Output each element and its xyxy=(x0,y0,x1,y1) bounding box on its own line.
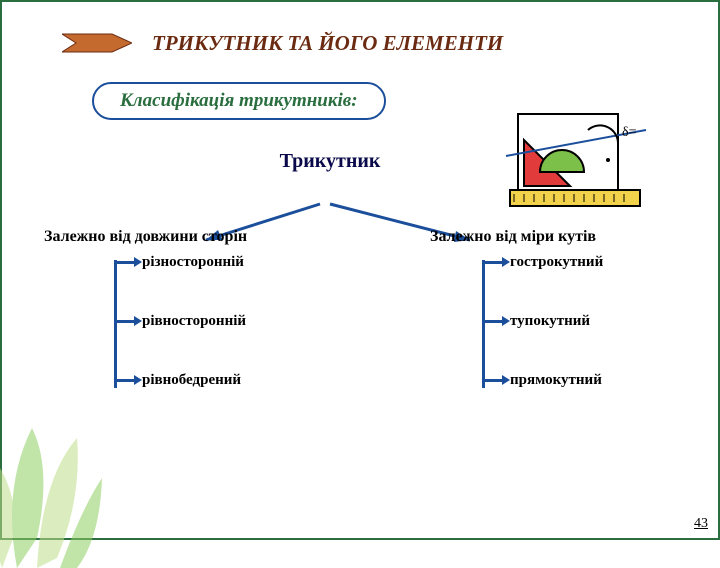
right-item-2-label: прямокутний xyxy=(510,372,602,388)
right-item-2: прямокутний xyxy=(510,372,678,389)
right-column: Залежно від міри кутів гострокутний тупо… xyxy=(390,228,678,431)
right-item-1-label: тупокутний xyxy=(510,313,590,329)
subtitle-text: Класифікація трикутників: xyxy=(120,90,358,111)
left-item-2-label: рівнобедрений xyxy=(142,372,241,388)
left-column-head: Залежно від довжини сторін xyxy=(42,228,330,246)
left-vertical-bar xyxy=(114,260,117,388)
right-item-0: гострокутний xyxy=(510,254,678,271)
page-number: 43 xyxy=(694,516,708,532)
left-column: Залежно від довжини сторін різносторонні… xyxy=(42,228,330,431)
subtitle-pill: Класифікація трикутників: xyxy=(92,82,386,120)
title-tab-shape xyxy=(62,28,132,58)
right-item-0-label: гострокутний xyxy=(510,254,603,270)
right-column-head: Залежно від міри кутів xyxy=(390,228,678,246)
left-item-2: рівнобедрений xyxy=(142,372,330,389)
left-item-1-label: рівносторонній xyxy=(142,313,246,329)
left-item-0: різносторонній xyxy=(142,254,330,271)
page-title: ТРИКУТНИК ТА ЙОГО ЕЛЕМЕНТИ xyxy=(152,31,503,56)
right-vertical-bar xyxy=(482,260,485,388)
svg-text:δ=: δ= xyxy=(622,125,637,140)
left-item-1: рівносторонній xyxy=(142,313,330,330)
left-item-0-label: різносторонній xyxy=(142,254,244,270)
right-item-1: тупокутний xyxy=(510,313,678,330)
